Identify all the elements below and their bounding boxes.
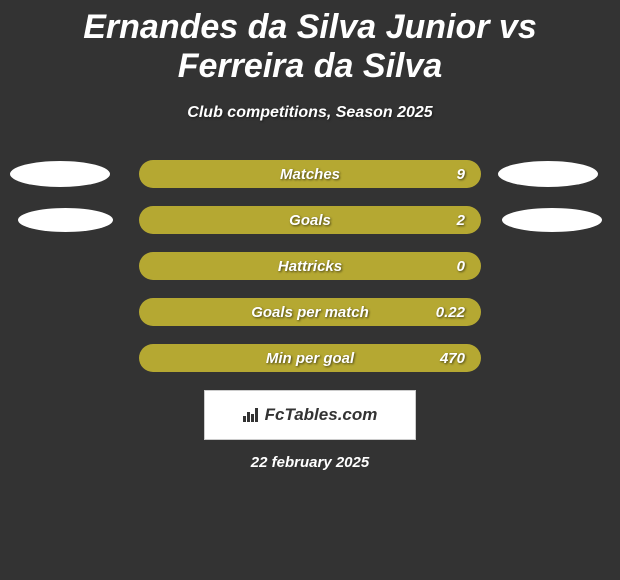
bar-chart-icon xyxy=(243,408,259,422)
stat-row: Goals 2 xyxy=(0,206,620,234)
brand-name: FcTables.com xyxy=(265,405,378,425)
ellipse-decoration-left xyxy=(18,208,113,232)
comparison-infographic: Ernandes da Silva Junior vs Ferreira da … xyxy=(0,0,620,471)
stat-value: 0 xyxy=(457,258,465,275)
stat-label: Goals xyxy=(289,212,331,229)
ellipse-decoration-right xyxy=(498,161,598,187)
subtitle: Club competitions, Season 2025 xyxy=(0,104,620,122)
stat-label: Min per goal xyxy=(266,350,354,367)
footer-date: 22 february 2025 xyxy=(0,454,620,471)
stat-value: 2 xyxy=(457,212,465,229)
stat-value: 0.22 xyxy=(436,304,465,321)
stat-label: Goals per match xyxy=(251,304,369,321)
stat-bar-goals: Goals 2 xyxy=(139,206,481,234)
stat-bar-matches: Matches 9 xyxy=(139,160,481,188)
brand-badge: FcTables.com xyxy=(204,390,416,440)
stat-bar-min-per-goal: Min per goal 470 xyxy=(139,344,481,372)
stat-value: 9 xyxy=(457,166,465,183)
stat-row: Goals per match 0.22 xyxy=(0,298,620,326)
stat-row: Matches 9 xyxy=(0,160,620,188)
ellipse-decoration-left xyxy=(10,161,110,187)
ellipse-decoration-right xyxy=(502,208,602,232)
stat-bar-goals-per-match: Goals per match 0.22 xyxy=(139,298,481,326)
stat-row: Hattricks 0 xyxy=(0,252,620,280)
page-title: Ernandes da Silva Junior vs Ferreira da … xyxy=(0,0,620,86)
stat-value: 470 xyxy=(440,350,465,367)
stat-bar-hattricks: Hattricks 0 xyxy=(139,252,481,280)
stats-section: Matches 9 Goals 2 Hattricks 0 Goals per … xyxy=(0,160,620,372)
stat-label: Matches xyxy=(280,166,340,183)
stat-row: Min per goal 470 xyxy=(0,344,620,372)
stat-label: Hattricks xyxy=(278,258,342,275)
